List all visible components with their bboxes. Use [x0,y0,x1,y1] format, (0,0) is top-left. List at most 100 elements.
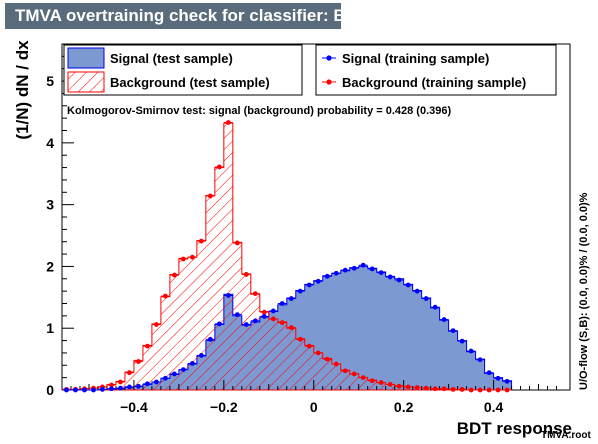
legend-label-background-train: Background (training sample) [342,75,526,90]
signal-train-marker [64,387,69,393]
background-train-marker [306,343,312,349]
signal-train-marker [432,304,438,310]
background-train-marker [405,384,411,390]
signal-train-marker [441,317,447,322]
legend-label-signal-train: Signal (training sample) [342,51,489,66]
background-train-marker [288,325,294,330]
signal-train-marker [360,262,366,268]
background-train-marker [297,336,303,342]
background-train-marker [243,272,249,277]
signal-train-marker [387,274,393,280]
signal-train-marker [297,288,303,294]
background-train-marker [324,356,330,362]
background-train-marker [180,256,186,262]
signal-train-marker [207,336,213,342]
background-train-marker [145,343,150,349]
legend-box-right [315,44,557,96]
background-train-marker [342,368,348,374]
background-train-marker [279,320,285,326]
signal-train-marker [315,278,321,284]
signal-train-marker [189,361,195,366]
background-train-marker [109,382,114,388]
background-train-marker [270,316,276,322]
signal-train-marker [423,296,429,301]
signal-train-marker [504,378,510,384]
legend-swatch-signal-test [67,47,105,69]
signal-train-marker [342,267,348,273]
x-axis-label: BDT response [456,419,572,438]
background-train-marker [378,380,384,385]
legend-label-background-test: Background (test sample) [110,75,270,90]
signal-train-marker [82,387,87,393]
signal-train-marker [414,288,420,294]
signal-train-marker [127,384,132,390]
legend-marker-background-train [326,79,332,85]
signal-train-marker [234,312,240,318]
background-train-marker [495,387,501,393]
file-label: TMVA.root [541,430,591,441]
signal-train-marker [369,266,375,272]
background-train-marker [127,370,132,376]
background-train-marker [441,386,447,392]
signal-train-marker [396,277,402,283]
background-train-marker [225,120,231,125]
ks-test-annotation: Kolmogorov-Smirnov test: signal (backgro… [67,105,451,117]
signal-train-marker [450,328,456,334]
x-tick-label: 0.2 [394,399,414,415]
background-train-marker [360,375,366,381]
signal-train-marker [118,385,123,391]
background-train-marker [486,387,492,393]
background-train-marker [171,272,177,278]
background-train-marker [423,385,429,391]
background-train-marker [369,378,375,384]
signal-train-marker [225,293,231,298]
signal-train-marker [468,348,474,354]
signal-train-marker [261,314,267,319]
background-train-marker [459,386,465,392]
signal-train-marker [351,265,357,271]
signal-train-marker [216,321,222,327]
background-train-marker [468,387,474,393]
signal-train-marker [252,318,258,324]
background-train-marker [351,371,357,377]
background-train-marker [216,164,222,170]
signal-train-marker [270,308,276,314]
signal-train-marker [243,322,249,327]
signal-train-marker [145,381,150,387]
background-train-marker [315,350,321,356]
background-train-marker [234,240,240,246]
y-tick-label: 5 [46,73,54,89]
background-train-marker [162,293,168,299]
signal-train-marker [324,273,330,279]
y-tick-label: 0 [46,382,54,398]
x-tick-label: 0.4 [484,399,504,415]
y-tick-label: 1 [46,320,54,336]
background-train-marker [261,309,267,315]
signal-train-marker [495,375,501,381]
background-train-marker [118,379,123,385]
signal-train-marker [306,282,312,288]
background-train-marker [198,238,204,244]
signal-train-marker [198,353,204,358]
background-train-marker [396,383,402,389]
signal-train-marker [136,383,141,389]
x-tick-label: 0 [310,399,318,415]
signal-train-marker [486,370,492,376]
legend-swatch-background-test [67,71,105,93]
background-train-marker [154,322,159,327]
x-tick-label: −0.4 [120,399,148,415]
signal-train-marker [109,386,114,392]
signal-train-marker [279,301,285,306]
signal-train-marker [405,282,411,288]
signal-train-marker [477,357,483,363]
background-train-marker [414,385,420,390]
y-tick-label: 4 [46,135,54,151]
x-tick-label: −0.2 [210,399,238,415]
chart-title: TMVA overtraining check for classifier: … [5,3,368,29]
signal-train-marker [100,386,105,392]
y-tick-label: 2 [46,258,54,274]
background-train-marker [477,387,483,393]
background-train-marker [504,387,510,393]
background-train-marker [136,359,141,364]
